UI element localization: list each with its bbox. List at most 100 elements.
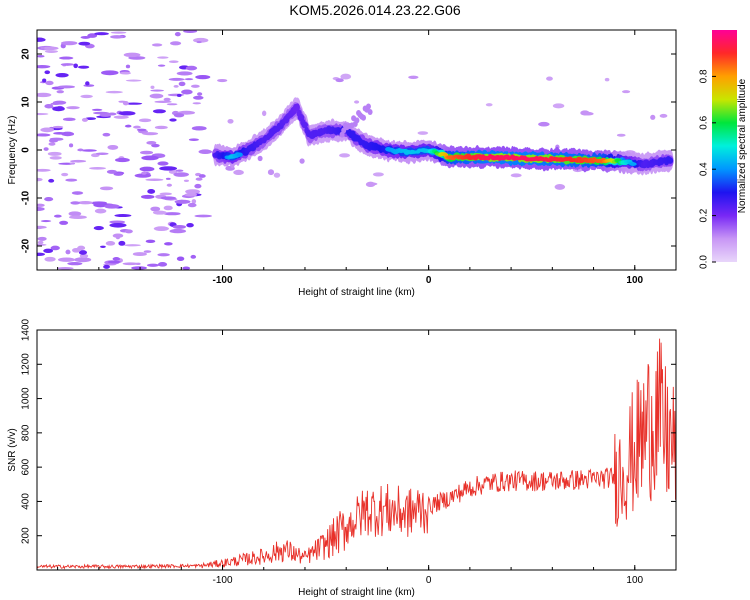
noise-blob xyxy=(621,90,631,94)
noise-blob xyxy=(112,233,124,238)
noise-blob xyxy=(48,142,56,146)
noise-blob xyxy=(510,173,522,178)
noise-blob xyxy=(124,244,141,247)
noise-blob xyxy=(217,78,228,83)
noise-blob xyxy=(604,77,610,82)
noise-blob xyxy=(80,35,91,39)
noise-blob xyxy=(167,93,185,97)
noise-blob xyxy=(195,75,211,80)
noise-blob xyxy=(340,73,352,80)
noise-blob xyxy=(183,30,198,34)
ridge-branch xyxy=(367,108,373,115)
noise-blob xyxy=(552,103,565,109)
noise-blob xyxy=(146,263,160,267)
noise-blob xyxy=(40,46,45,50)
noise-blob xyxy=(140,150,154,155)
noise-blob xyxy=(105,241,116,246)
noise-blob xyxy=(650,114,656,120)
noise-blob xyxy=(181,89,193,95)
noise-blob xyxy=(150,206,161,212)
bottom-plot-frame xyxy=(36,329,677,571)
noise-blob xyxy=(113,115,129,119)
noise-blob xyxy=(185,65,198,71)
bottom-y-tick-label: 1200 xyxy=(21,353,32,376)
noise-blob xyxy=(52,125,64,129)
noise-blob xyxy=(233,169,244,176)
noise-blob xyxy=(191,126,207,131)
noise-blob xyxy=(133,125,141,129)
noise-blob xyxy=(485,103,493,107)
bottom-y-tick-label: 800 xyxy=(21,424,32,441)
noise-blob xyxy=(62,117,76,122)
colorbar-tick-label: 0.6 xyxy=(699,115,710,129)
noise-blob xyxy=(157,56,169,59)
noise-blob xyxy=(107,112,117,116)
noise-blob xyxy=(157,64,166,67)
noise-blob xyxy=(168,77,185,81)
noise-blob xyxy=(68,143,74,148)
noise-blob xyxy=(37,65,51,69)
noise-blob xyxy=(299,158,305,164)
noise-blob xyxy=(44,50,59,53)
noise-blob xyxy=(193,95,204,100)
noise-blob xyxy=(68,211,82,217)
noise-blob xyxy=(659,113,668,118)
ridge-cell xyxy=(301,121,308,129)
noise-blob xyxy=(176,71,193,76)
noise-blob xyxy=(40,127,55,133)
noise-blob xyxy=(257,155,263,162)
noise-blob xyxy=(65,249,71,255)
noise-blob xyxy=(44,103,54,109)
noise-blob xyxy=(175,169,184,172)
noise-blob xyxy=(77,65,90,69)
noise-blob xyxy=(61,172,69,177)
noise-blob xyxy=(91,108,103,111)
noise-blob xyxy=(141,155,159,161)
noise-blob xyxy=(183,179,189,182)
noise-blob xyxy=(110,35,124,39)
noise-blob xyxy=(104,204,120,209)
noise-blob xyxy=(37,203,45,207)
noise-blob xyxy=(114,157,130,163)
noise-blob xyxy=(37,225,47,229)
noise-blob xyxy=(159,166,178,171)
noise-blob xyxy=(616,133,626,137)
top-y-tick-label: 20 xyxy=(21,48,32,60)
noise-blob xyxy=(142,132,159,136)
noise-blob xyxy=(37,252,46,256)
noise-blob xyxy=(182,266,191,270)
noise-blob xyxy=(37,177,43,182)
noise-blob xyxy=(55,72,69,78)
noise-blob xyxy=(198,149,212,155)
noise-blob xyxy=(125,79,142,82)
noise-blob xyxy=(118,100,126,103)
noise-blob xyxy=(173,172,189,177)
noise-blob xyxy=(105,90,123,94)
figure-title: KOM5.2026.014.23.22.G06 xyxy=(289,2,461,18)
noise-blob xyxy=(195,177,203,181)
noise-blob xyxy=(187,202,197,208)
noise-blob xyxy=(118,111,136,116)
noise-blob xyxy=(150,89,165,92)
noise-blob xyxy=(198,174,206,178)
ridge-branch xyxy=(354,117,360,124)
noise-blob xyxy=(109,220,126,224)
top-y-tick-label: -10 xyxy=(21,190,32,205)
noise-blob xyxy=(73,63,78,69)
bottom-x-tick-label: 0 xyxy=(426,575,432,586)
bottom-x-axis-label: Height of straight line (km) xyxy=(298,587,415,598)
colorbar xyxy=(712,30,737,262)
noise-blob xyxy=(160,196,177,200)
noise-blob xyxy=(112,257,121,261)
top-y-axis-label: Frequency (Hz) xyxy=(7,116,18,185)
noise-blob xyxy=(273,172,281,178)
noise-blob xyxy=(77,148,84,152)
noise-blob xyxy=(335,78,344,83)
noise-blob xyxy=(44,70,51,75)
noise-blob xyxy=(143,250,152,253)
bottom-y-tick-label: 1000 xyxy=(21,387,32,410)
noise-blob xyxy=(43,248,54,253)
noise-blob xyxy=(339,153,351,158)
bottom-y-tick-label: 400 xyxy=(21,493,32,510)
noise-blob xyxy=(122,262,139,266)
